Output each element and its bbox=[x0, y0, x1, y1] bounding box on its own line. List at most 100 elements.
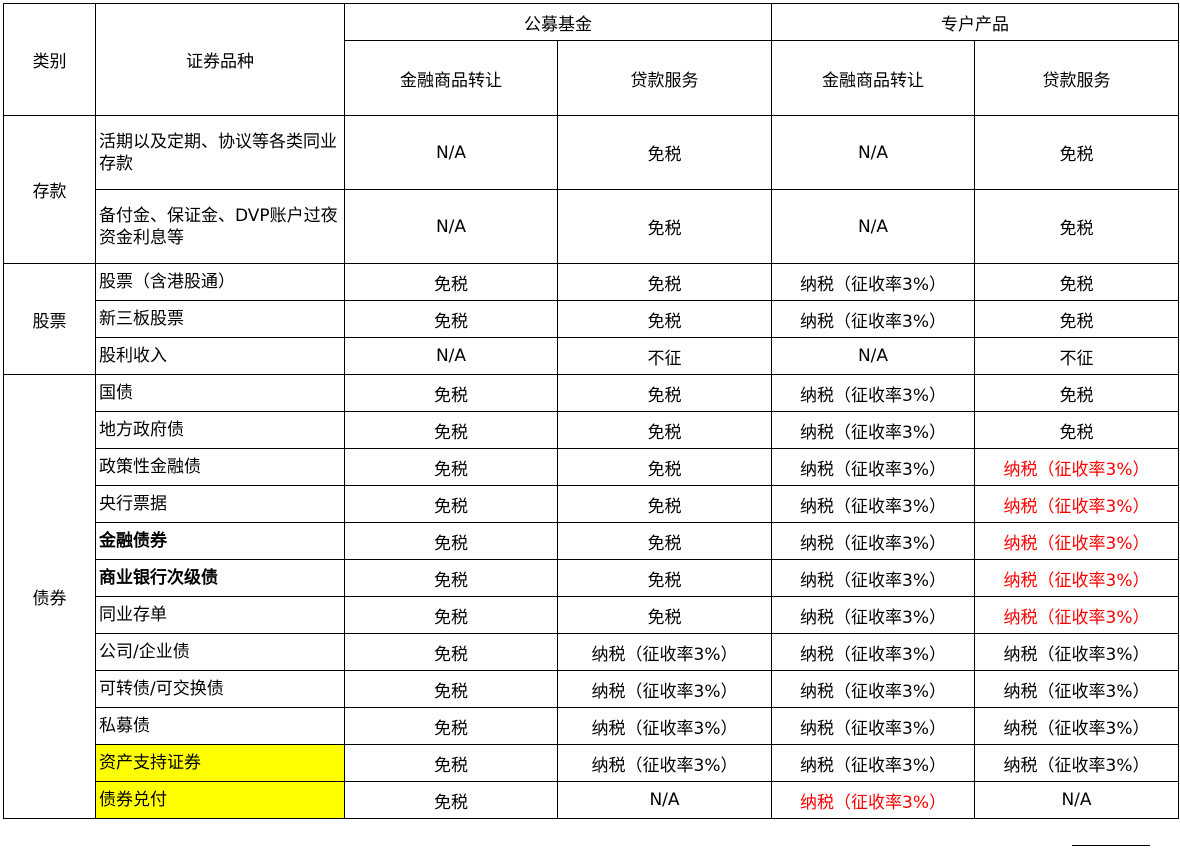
cell-public-fin: 免税 bbox=[344, 522, 558, 560]
row-item: 股利收入 bbox=[95, 337, 345, 375]
cell-special-loan: 免税 bbox=[974, 189, 1179, 264]
cell-public-loan: 免税 bbox=[557, 522, 772, 560]
row-item: 新三板股票 bbox=[95, 300, 345, 338]
table-row: 地方政府债 免税 免税 纳税（征收率3%） 免税 bbox=[4, 411, 1179, 449]
cell-special-loan: 纳税（征收率3%） bbox=[974, 744, 1179, 782]
cell-public-loan: N/A bbox=[557, 781, 772, 819]
cell-special-loan: 纳税（征收率3%） bbox=[974, 670, 1179, 708]
header-public-fund: 公募基金 bbox=[344, 3, 772, 41]
cell-public-fin: 免税 bbox=[344, 300, 558, 338]
row-item: 可转债/可交换债 bbox=[95, 670, 345, 708]
row-item: 备付金、保证金、DVP账户过夜资金利息等 bbox=[95, 189, 345, 264]
header-security-type: 证券品种 bbox=[95, 3, 345, 116]
cell-public-loan: 免税 bbox=[557, 559, 772, 597]
table-row: 金融债券 免税 免税 纳税（征收率3%） 纳税（征收率3%） bbox=[4, 522, 1179, 560]
cell-special-fin: 纳税（征收率3%） bbox=[771, 522, 975, 560]
table-row: 可转债/可交换债 免税 纳税（征收率3%） 纳税（征收率3%） 纳税（征收率3%… bbox=[4, 670, 1179, 708]
cell-special-loan: 纳税（征收率3%） bbox=[974, 522, 1179, 560]
row-item-highlighted: 债券兑付 bbox=[95, 781, 345, 819]
header-public-financial-transfer: 金融商品转让 bbox=[344, 40, 558, 116]
row-item: 国债 bbox=[95, 374, 345, 412]
category-deposit: 存款 bbox=[3, 115, 96, 264]
row-item: 政策性金融债 bbox=[95, 448, 345, 486]
cell-public-fin: 免税 bbox=[344, 707, 558, 745]
cell-public-fin: 免税 bbox=[344, 781, 558, 819]
cell-public-fin: N/A bbox=[344, 115, 558, 190]
table-row: 私募债 免税 纳税（征收率3%） 纳税（征收率3%） 纳税（征收率3%） bbox=[4, 707, 1179, 745]
row-item-highlighted: 资产支持证券 bbox=[95, 744, 345, 782]
cell-public-fin: 免税 bbox=[344, 485, 558, 523]
cell-special-fin: 纳税（征收率3%） bbox=[771, 448, 975, 486]
cell-public-loan: 免税 bbox=[557, 263, 772, 301]
cell-special-loan: 免税 bbox=[974, 115, 1179, 190]
cell-public-fin: N/A bbox=[344, 337, 558, 375]
cell-public-loan: 免税 bbox=[557, 596, 772, 634]
row-item: 公司/企业债 bbox=[95, 633, 345, 671]
cell-public-fin: 免税 bbox=[344, 744, 558, 782]
header-public-loan-service: 贷款服务 bbox=[557, 40, 772, 116]
cell-public-loan: 免税 bbox=[557, 300, 772, 338]
cell-special-fin: 纳税（征收率3%） bbox=[771, 781, 975, 819]
cell-special-loan: 免税 bbox=[974, 411, 1179, 449]
cell-special-loan: 纳税（征收率3%） bbox=[974, 485, 1179, 523]
cell-public-fin: 免税 bbox=[344, 411, 558, 449]
cell-public-loan: 免税 bbox=[557, 115, 772, 190]
row-item: 金融债券 bbox=[95, 522, 345, 560]
cell-special-loan: 纳税（征收率3%） bbox=[974, 559, 1179, 597]
header-row-1: 类别 证券品种 公募基金 专户产品 bbox=[3, 3, 1179, 116]
cell-public-loan: 纳税（征收率3%） bbox=[557, 670, 772, 708]
cell-special-loan: 纳税（征收率3%） bbox=[974, 633, 1179, 671]
cell-public-loan: 免税 bbox=[557, 189, 772, 264]
cell-public-loan: 免税 bbox=[557, 448, 772, 486]
footer-rule bbox=[1072, 845, 1150, 846]
table-row: 新三板股票 免税 免税 纳税（征收率3%） 免税 bbox=[4, 300, 1179, 338]
cell-public-loan: 免税 bbox=[557, 411, 772, 449]
table-row: 债券兑付 免税 N/A 纳税（征收率3%） N/A bbox=[4, 781, 1179, 819]
cell-special-loan: N/A bbox=[974, 781, 1179, 819]
cell-public-fin: 免税 bbox=[344, 633, 558, 671]
category-bond: 债券 bbox=[3, 374, 96, 819]
cell-special-fin: 纳税（征收率3%） bbox=[771, 485, 975, 523]
cell-public-loan: 纳税（征收率3%） bbox=[557, 744, 772, 782]
cell-public-fin: 免税 bbox=[344, 374, 558, 412]
cell-public-fin: 免税 bbox=[344, 559, 558, 597]
cell-special-loan: 免税 bbox=[974, 300, 1179, 338]
cell-public-fin: 免税 bbox=[344, 263, 558, 301]
row-item: 地方政府债 bbox=[95, 411, 345, 449]
cell-special-fin: 纳税（征收率3%） bbox=[771, 670, 975, 708]
cell-special-fin: N/A bbox=[771, 189, 975, 264]
table-row: 资产支持证券 免税 纳税（征收率3%） 纳税（征收率3%） 纳税（征收率3%） bbox=[4, 744, 1179, 782]
table-row: 备付金、保证金、DVP账户过夜资金利息等 N/A 免税 N/A 免税 bbox=[4, 189, 1179, 264]
table-row: 公司/企业债 免税 纳税（征收率3%） 纳税（征收率3%） 纳税（征收率3%） bbox=[4, 633, 1179, 671]
table-row: 存款 活期以及定期、协议等各类同业存款 N/A 免税 N/A 免税 bbox=[3, 115, 1179, 264]
header-category: 类别 bbox=[3, 3, 96, 116]
cell-special-fin: 纳税（征收率3%） bbox=[771, 411, 975, 449]
cell-special-fin: 纳税（征收率3%） bbox=[771, 744, 975, 782]
table-row: 股利收入 N/A 不征 N/A 不征 bbox=[4, 337, 1179, 375]
cell-public-fin: 免税 bbox=[344, 448, 558, 486]
cell-public-fin: N/A bbox=[344, 189, 558, 264]
cell-special-fin: N/A bbox=[771, 115, 975, 190]
category-stock: 股票 bbox=[3, 263, 96, 375]
row-item: 央行票据 bbox=[95, 485, 345, 523]
cell-public-loan: 不征 bbox=[557, 337, 772, 375]
header-special-product: 专户产品 bbox=[771, 3, 1179, 41]
cell-special-loan: 纳税（征收率3%） bbox=[974, 707, 1179, 745]
cell-special-fin: 纳税（征收率3%） bbox=[771, 707, 975, 745]
header-special-financial-transfer: 金融商品转让 bbox=[771, 40, 975, 116]
row-item: 私募债 bbox=[95, 707, 345, 745]
table-row: 商业银行次级债 免税 免税 纳税（征收率3%） 纳税（征收率3%） bbox=[4, 559, 1179, 597]
cell-public-fin: 免税 bbox=[344, 596, 558, 634]
cell-special-loan: 纳税（征收率3%） bbox=[974, 596, 1179, 634]
cell-public-loan: 免税 bbox=[557, 374, 772, 412]
cell-special-fin: 纳税（征收率3%） bbox=[771, 263, 975, 301]
row-item: 活期以及定期、协议等各类同业存款 bbox=[95, 115, 345, 190]
header-special-loan-service: 贷款服务 bbox=[974, 40, 1179, 116]
row-item: 股票（含港股通） bbox=[95, 263, 345, 301]
row-item: 同业存单 bbox=[95, 596, 345, 634]
row-item: 商业银行次级债 bbox=[95, 559, 345, 597]
cell-special-loan: 免税 bbox=[974, 374, 1179, 412]
cell-public-loan: 免税 bbox=[557, 485, 772, 523]
cell-public-loan: 纳税（征收率3%） bbox=[557, 707, 772, 745]
table-row: 央行票据 免税 免税 纳税（征收率3%） 纳税（征收率3%） bbox=[4, 485, 1179, 523]
